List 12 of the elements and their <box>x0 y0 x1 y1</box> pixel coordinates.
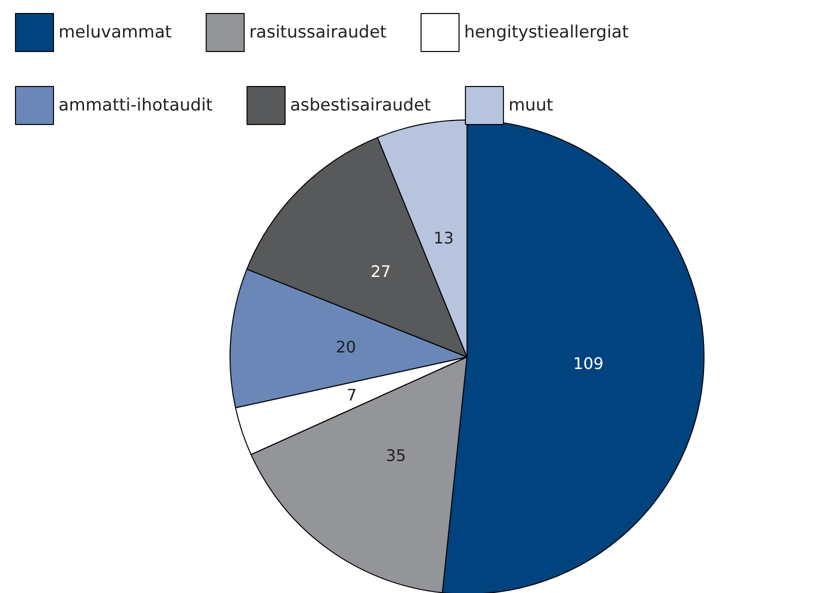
legend-label: meluvammat <box>58 22 172 42</box>
data-label: 27 <box>370 262 391 281</box>
legend-label: ammatti-ihotaudit <box>58 96 213 116</box>
data-label: 35 <box>386 446 406 466</box>
legend-label: hengitystieallergiat <box>464 22 629 42</box>
data-label: 20 <box>336 338 356 357</box>
legend-label: rasitussairaudet <box>249 22 387 42</box>
data-label: 13 <box>433 228 454 248</box>
legend-label: muut <box>508 96 554 116</box>
legend-label: asbestisairaudet <box>290 96 432 116</box>
data-label: 109 <box>573 354 604 373</box>
data-label: 7 <box>346 386 357 405</box>
